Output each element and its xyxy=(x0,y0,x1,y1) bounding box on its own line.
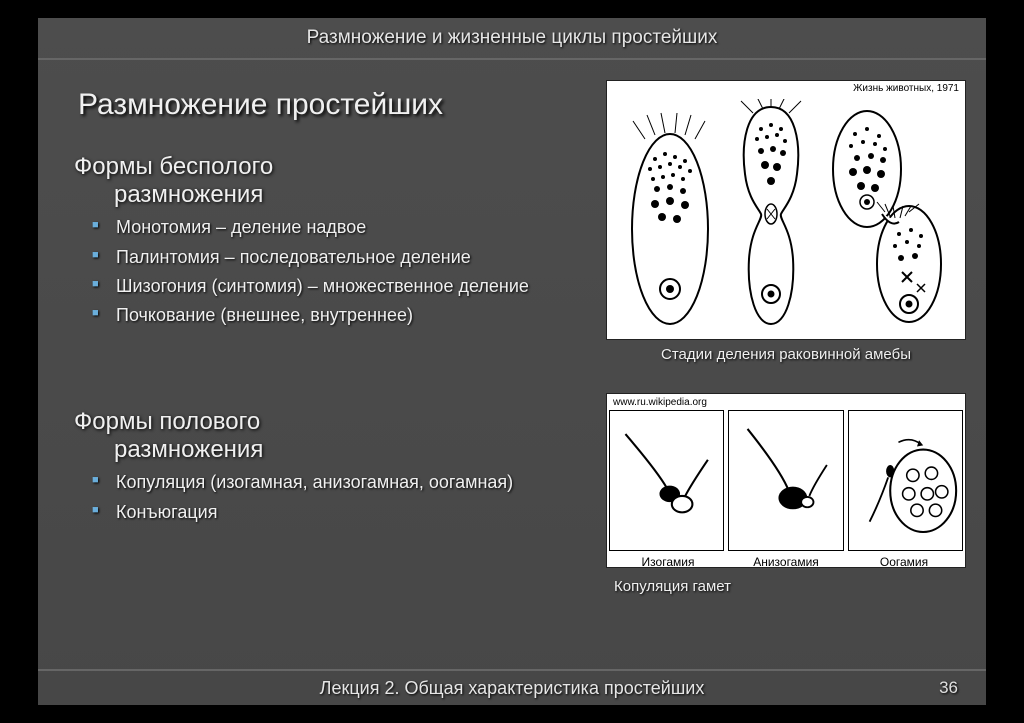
page-number: 36 xyxy=(939,678,958,698)
sexual-list: Копуляция (изогамная, анизогамная, оогам… xyxy=(74,471,544,524)
figure2-caption: Копуляция гамет xyxy=(606,578,966,595)
sexual-heading-line2: размножения xyxy=(74,436,263,463)
figure-gamete-copulation: www.ru.wikipedia.org xyxy=(606,393,966,568)
amoeba-stage-1-icon xyxy=(625,109,715,329)
asexual-heading: Формы бесполого размножения xyxy=(74,153,544,208)
list-item: Конъюгация xyxy=(92,501,544,524)
figure2-labels: Изогамия Анизогамия Оогамия xyxy=(607,553,965,573)
amoeba-stage-row xyxy=(617,99,955,329)
list-item: Копуляция (изогамная, анизогамная, оогам… xyxy=(92,471,544,494)
list-item: Шизогония (синтомия) – множественное дел… xyxy=(92,275,544,298)
footer-title: Лекция 2. Общая характеристика простейши… xyxy=(320,678,705,699)
figure2-label: Изогамия xyxy=(609,555,727,569)
footer-bar: Лекция 2. Общая характеристика простейши… xyxy=(38,669,986,705)
isogamy-cell xyxy=(609,410,724,551)
anisogamy-cell xyxy=(728,410,843,551)
figure2-label: Анизогамия xyxy=(727,555,845,569)
figure2-label: Оогамия xyxy=(845,555,963,569)
figure2-row xyxy=(607,410,965,553)
slide: Размножение и жизненные циклы простейших… xyxy=(38,18,986,705)
sexual-heading: Формы полового размножения xyxy=(74,408,544,463)
sexual-section: Формы полового размножения Копуляция (из… xyxy=(74,408,544,530)
sexual-heading-line1: Формы полового xyxy=(74,408,260,435)
oogamy-cell xyxy=(848,410,963,551)
asexual-heading-line2: размножения xyxy=(74,181,263,208)
list-item: Палинтомия – последовательное деление xyxy=(92,246,544,269)
header-title: Размножение и жизненные циклы простейших xyxy=(307,27,718,49)
slide-title: Размножение простейших xyxy=(78,88,443,122)
figure2-credit: www.ru.wikipedia.org xyxy=(607,394,965,410)
list-item: Монотомия – деление надвое xyxy=(92,216,544,239)
list-item: Почкование (внешнее, внутреннее) xyxy=(92,304,544,327)
amoeba-stage-3-icon xyxy=(827,104,947,329)
asexual-section: Формы бесполого размножения Монотомия – … xyxy=(74,153,544,334)
asexual-heading-line1: Формы бесполого xyxy=(74,153,273,180)
figure1-caption: Стадии деления раковинной амебы xyxy=(606,346,966,363)
header-bar: Размножение и жизненные циклы простейших xyxy=(38,18,986,60)
figure-amoeba-division: Жизнь животных, 1971 xyxy=(606,80,966,340)
amoeba-stage-2-icon xyxy=(731,99,811,329)
asexual-list: Монотомия – деление надвое Палинтомия – … xyxy=(74,216,544,328)
figure1-credit: Жизнь животных, 1971 xyxy=(853,83,959,94)
